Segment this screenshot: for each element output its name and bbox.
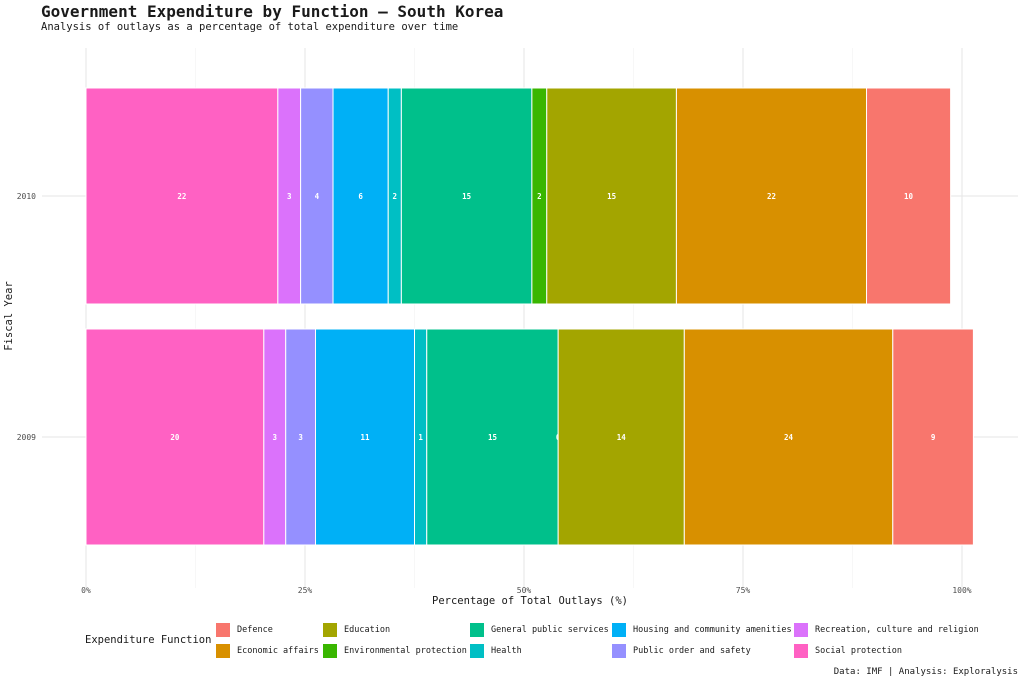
legend-swatch (794, 623, 808, 637)
legend-label: Health (491, 646, 522, 656)
legend-swatch (612, 644, 626, 658)
legend-swatch (612, 623, 626, 637)
data-label: 15 (462, 192, 471, 201)
data-label: 1 (418, 433, 423, 442)
legend-item: Education (323, 623, 390, 637)
bar-segment (557, 328, 685, 546)
legend-label: Environmental protection (344, 646, 467, 656)
legend-item: Defence (216, 623, 273, 637)
data-label: 22 (767, 192, 776, 201)
legend-item: Economic affairs (216, 644, 319, 658)
legend-label: Education (344, 625, 391, 635)
legend-item: Recreation, culture and religion (794, 623, 979, 637)
legend-item: Public order and safety (612, 644, 751, 658)
data-label: 3 (298, 433, 303, 442)
y-tick-label: 2009 (17, 433, 36, 442)
legend-label: Recreation, culture and religion (815, 625, 979, 635)
x-axis-label: Percentage of Total Outlays (%) (432, 595, 628, 607)
legend-label: Defence (237, 625, 273, 635)
data-label: 15 (488, 433, 497, 442)
data-label: 22 (177, 192, 186, 201)
legend-label: Public order and safety (633, 646, 751, 656)
legend-item: General public services (470, 623, 609, 637)
x-tick-label: 25% (298, 586, 313, 595)
bar-segment (332, 87, 389, 305)
data-label: 3 (287, 192, 292, 201)
chart-subtitle: Analysis of outlays as a percentage of t… (41, 21, 459, 33)
x-tick-label: 50% (517, 586, 532, 595)
legend-item: Environmental protection (323, 644, 467, 658)
data-label: 20 (170, 433, 180, 442)
data-label: 11 (360, 433, 370, 442)
chart-caption: Data: IMF | Analysis: Exploralysis (833, 667, 1018, 677)
data-label: 4 (315, 192, 320, 201)
data-label: 6 (358, 192, 363, 201)
legend-label: Housing and community amenities (633, 625, 792, 635)
legend-swatch (470, 623, 484, 637)
legend-swatch (323, 623, 337, 637)
bar-segment (300, 87, 334, 305)
bar-segment (85, 328, 265, 546)
data-label: 24 (784, 433, 794, 442)
legend-item: Health (470, 644, 522, 658)
x-tick-label: 75% (736, 586, 751, 595)
bar-segment (426, 328, 559, 546)
bar-segment (285, 328, 317, 546)
data-label: 2 (537, 192, 542, 201)
legend-swatch (794, 644, 808, 658)
legend-title: Expenditure Function (85, 634, 212, 646)
bar-segment (315, 328, 415, 546)
legend-label: Economic affairs (237, 646, 319, 656)
bar-segment (675, 87, 868, 305)
bar-segment (866, 87, 952, 305)
legend-swatch (216, 644, 230, 658)
chart-title: Government Expenditure by Function — Sou… (41, 2, 504, 21)
x-tick-label: 100% (952, 586, 971, 595)
legend-swatch (323, 644, 337, 658)
data-label: 9 (931, 433, 936, 442)
y-tick-label: 2010 (17, 192, 36, 201)
legend-swatch (470, 644, 484, 658)
bar-segment (85, 87, 279, 305)
legend-label: Social protection (815, 646, 902, 656)
data-label: 10 (904, 192, 914, 201)
data-label: 14 (617, 433, 627, 442)
bar-segment (400, 87, 533, 305)
data-label: 2 (393, 192, 398, 201)
data-label: 3 (273, 433, 278, 442)
legend-item: Social protection (794, 644, 902, 658)
y-axis-label: Fiscal Year (3, 281, 15, 351)
legend-swatch (216, 623, 230, 637)
bar-segment (546, 87, 677, 305)
bar-segment (892, 328, 974, 546)
bar-segment (683, 328, 894, 546)
data-label: 15 (607, 192, 616, 201)
x-tick-label: 0% (81, 586, 91, 595)
legend-label: General public services (491, 625, 609, 635)
legend-item: Housing and community amenities (612, 623, 792, 637)
